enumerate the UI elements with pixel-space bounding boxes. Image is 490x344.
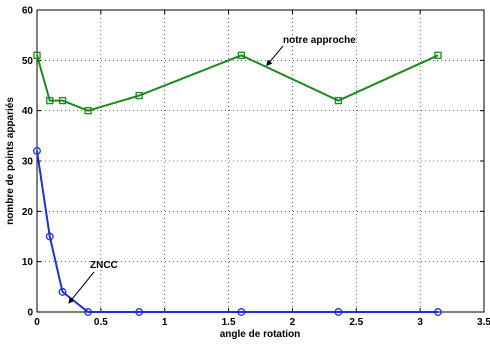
y-tick-label: 0 <box>27 308 33 319</box>
data-point-notre-approche <box>237 51 245 59</box>
data-point-notre-approche <box>135 91 143 100</box>
grid <box>37 10 484 312</box>
y-tick-label: 50 <box>22 56 34 67</box>
data-point-zncc <box>58 287 67 296</box>
x-tick-label: 1 <box>162 317 168 328</box>
data-point-notre-approche <box>58 96 67 105</box>
y-tick-label: 60 <box>22 6 34 17</box>
x-tick-label: 0.5 <box>94 317 108 328</box>
series-line-zncc <box>36 150 439 313</box>
x-tick-label: 0 <box>34 317 40 328</box>
x-axis-label: angle de rotation <box>220 329 301 340</box>
x-tick-label: 1.5 <box>222 317 236 328</box>
data-point-notre-approche <box>84 107 92 115</box>
y-tick-label: 30 <box>22 157 34 168</box>
axis-ticks: 0 0.5 1 1.5 2 2.5 3 3.5 0 10 20 30 40 50 60 <box>22 6 490 329</box>
data-point-notre-approche <box>33 51 41 59</box>
y-tick-label: 40 <box>22 106 34 117</box>
data-point-notre-approche <box>334 96 343 105</box>
data-point-zncc <box>434 308 442 316</box>
series-line-notre-approche <box>36 54 439 112</box>
data-point-zncc <box>33 146 41 155</box>
y-tick-label: 10 <box>22 257 34 268</box>
data-point-zncc <box>45 232 54 241</box>
data-point-zncc <box>237 308 246 316</box>
data-point-notre-approche <box>434 51 442 59</box>
x-tick-label: 2 <box>290 317 296 328</box>
y-axis-label: nombre de points appariés <box>5 97 16 225</box>
data-point-zncc <box>135 308 144 316</box>
annotations-group: notre approche ZNCC <box>68 35 356 304</box>
x-tick-label: 3 <box>417 317 423 328</box>
y-tick-label: 20 <box>22 207 34 218</box>
annotation-zncc: ZNCC <box>90 260 118 271</box>
annotation-arrow-notre-approche <box>266 45 284 67</box>
data-point-notre-approche <box>46 96 54 105</box>
x-tick-label: 2.5 <box>349 317 363 328</box>
x-tick-label: 3.5 <box>477 317 490 328</box>
data-point-zncc <box>334 308 343 316</box>
annotation-arrow-zncc <box>68 271 95 304</box>
annotation-notre-approche: notre approche <box>283 35 356 46</box>
data-point-zncc <box>84 308 93 316</box>
series-group <box>33 51 442 316</box>
